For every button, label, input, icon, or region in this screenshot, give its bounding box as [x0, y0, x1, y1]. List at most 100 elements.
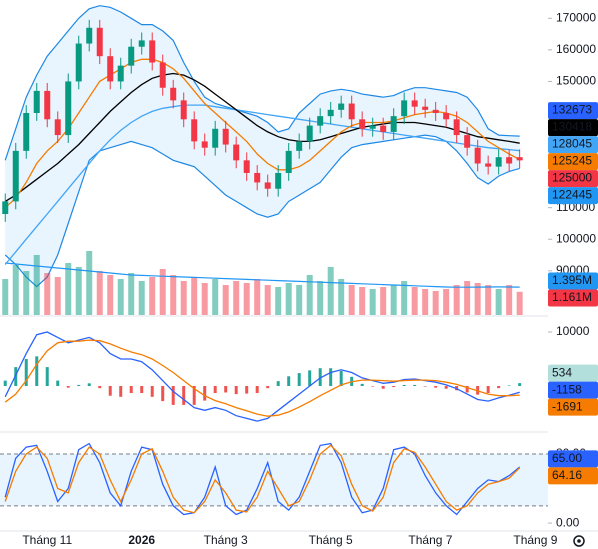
- candle-body: [296, 141, 303, 151]
- y-tick-label: 10000: [556, 324, 590, 338]
- settings-icon[interactable]: [573, 535, 585, 547]
- bollinger-fill: [5, 5, 520, 287]
- last-value-label: 64.16: [552, 468, 582, 482]
- candle-body: [86, 27, 93, 44]
- volume-bar: [443, 289, 450, 315]
- macd-histogram-bar: [87, 383, 91, 387]
- volume-bar: [359, 287, 366, 315]
- macd-histogram-bar: [266, 386, 270, 389]
- macd-histogram-bar: [497, 386, 501, 389]
- last-value-box: [548, 364, 598, 382]
- macd-histogram-bar: [129, 386, 133, 394]
- macd-histogram-bar: [371, 386, 375, 387]
- y-tick-label: 170000: [556, 10, 596, 24]
- macd-histogram-bar: [276, 381, 280, 387]
- candle-body: [233, 144, 240, 161]
- x-tick-label: Tháng 7: [408, 533, 452, 547]
- volume-bar: [495, 289, 502, 315]
- macd-histogram-bar: [308, 370, 312, 387]
- volume-bar: [411, 287, 418, 315]
- band-fill: [0, 454, 548, 506]
- macd-histogram-bar: [171, 386, 175, 405]
- volume-bar: [96, 271, 103, 315]
- macd-histogram-bar: [518, 383, 522, 387]
- candle-body: [12, 150, 19, 202]
- macd-histogram-bar: [329, 368, 333, 387]
- y-tick-label: 0.00: [556, 515, 580, 529]
- macd-histogram-bar: [245, 386, 249, 394]
- volume-bar: [149, 277, 156, 315]
- last-value-box: [548, 119, 598, 137]
- volume-bar: [338, 279, 345, 315]
- candle-body: [96, 27, 103, 57]
- last-value-box: [548, 136, 598, 154]
- indicator-line: [4, 339, 520, 417]
- volume-bar: [317, 281, 324, 315]
- last-value-label: 65.00: [552, 451, 582, 465]
- volume-bar: [44, 273, 51, 315]
- candle-body: [117, 65, 124, 82]
- volume-bar: [285, 283, 292, 315]
- last-value-box: [548, 398, 598, 416]
- candle-body: [243, 160, 250, 173]
- volume-bar: [380, 287, 387, 315]
- candle-body: [254, 172, 261, 183]
- candle-body: [432, 109, 439, 113]
- last-value-label: 122445: [552, 188, 592, 202]
- macd-histogram-bar: [434, 386, 438, 388]
- candle-body: [23, 112, 30, 151]
- last-value-box: [548, 450, 598, 468]
- macd-histogram-bar: [66, 386, 70, 388]
- volume-bar: [348, 285, 355, 315]
- candle-body: [128, 46, 135, 66]
- volume-bar: [222, 285, 229, 315]
- volume-bar: [464, 281, 471, 315]
- candle-body: [275, 172, 282, 189]
- last-value-label: 125000: [552, 171, 592, 185]
- volume-bar: [201, 283, 208, 315]
- candle-body: [422, 106, 429, 110]
- candle-body: [191, 119, 198, 142]
- candle-body: [453, 119, 460, 136]
- candle-body: [33, 90, 40, 113]
- volume-bar: [306, 275, 313, 315]
- volume-bar: [432, 291, 439, 315]
- volume-bar: [296, 285, 303, 315]
- volume-bar: [75, 267, 82, 315]
- last-value-box: [548, 289, 598, 307]
- macd-histogram-bar: [203, 386, 207, 401]
- candle-body: [369, 125, 376, 129]
- candle-body: [138, 40, 145, 47]
- volume-bar: [506, 285, 513, 315]
- macd-histogram-bar: [224, 386, 228, 393]
- last-value-label: -1691: [552, 399, 583, 413]
- volume-bar: [390, 285, 397, 315]
- volume-ma: [5, 262, 520, 288]
- macd-histogram-bar: [486, 386, 490, 394]
- macd-histogram-bar: [161, 386, 165, 402]
- candle-body: [149, 40, 156, 63]
- candle-body: [359, 119, 366, 129]
- last-value-box: [548, 467, 598, 485]
- volume-bar: [327, 267, 334, 315]
- volume-bar: [254, 279, 261, 315]
- macd-histogram-bar: [192, 386, 196, 405]
- macd-histogram-bar: [35, 356, 39, 387]
- x-tick-label: Tháng 3: [204, 533, 248, 547]
- y-tick-label: 100000: [556, 231, 596, 245]
- volume-bar: [138, 281, 145, 315]
- macd-histogram-bar: [213, 386, 217, 394]
- candle-body: [338, 103, 345, 110]
- indicator-line: [4, 442, 521, 516]
- volume-bar: [12, 265, 19, 315]
- volume-bar: [264, 285, 271, 315]
- macd-histogram-bar: [182, 386, 186, 405]
- volume-bar: [485, 285, 492, 315]
- macd-histogram-bar: [413, 384, 417, 387]
- candle-body: [317, 116, 324, 126]
- macd-histogram-bar: [402, 384, 406, 387]
- indicator-line: [4, 104, 520, 265]
- candle-body: [180, 100, 187, 120]
